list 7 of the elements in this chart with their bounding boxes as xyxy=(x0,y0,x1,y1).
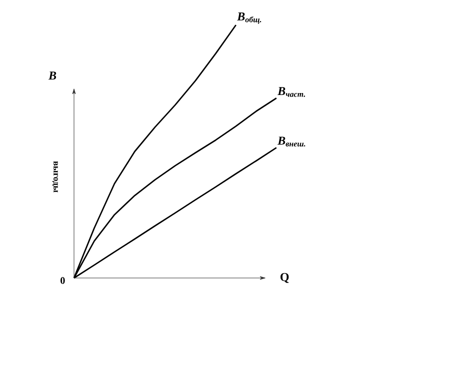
series-label: B$_{общ.}$ xyxy=(237,12,262,24)
text: B xyxy=(48,72,56,80)
x-axis-title: Q xyxy=(280,273,289,283)
annotation: 0 xyxy=(60,277,65,284)
series-label: B$_{част.}$ xyxy=(277,87,306,97)
y-axis-title: выгоды xyxy=(52,161,58,192)
series-label: B$_{внеш.}$ xyxy=(277,136,306,146)
